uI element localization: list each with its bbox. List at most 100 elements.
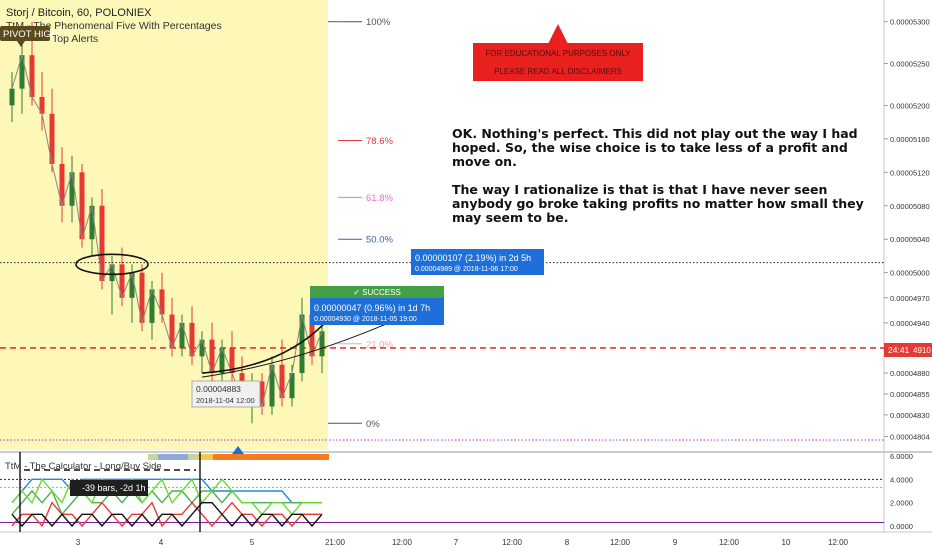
sub-axis-label: 2.0000 bbox=[890, 499, 913, 508]
time-axis-label: 12:00 bbox=[610, 538, 631, 547]
current-price-suffix: 4910 bbox=[913, 346, 931, 355]
fib-label: 100% bbox=[366, 17, 391, 28]
price-axis-label: 0.00005250 bbox=[890, 60, 930, 69]
candle-body bbox=[99, 205, 105, 282]
price-axis-label: 0.00004830 bbox=[890, 411, 930, 420]
sub-axis-label: 6.0000 bbox=[890, 452, 913, 461]
bars-label-box bbox=[70, 480, 148, 496]
price-axis-label: 0.00004855 bbox=[890, 390, 930, 399]
pivot-high-badge bbox=[0, 26, 50, 41]
fib-label: 21.0% bbox=[366, 339, 393, 350]
candle-body bbox=[9, 88, 15, 106]
disclaimer-box bbox=[473, 43, 643, 81]
target-line1: 0.00000107 (2.19%) in 2d 5h bbox=[415, 253, 531, 263]
time-axis-label: 21:00 bbox=[325, 538, 346, 547]
price-axis-label: 0.00005080 bbox=[890, 202, 930, 211]
candle-body bbox=[319, 331, 325, 357]
candle-body bbox=[59, 163, 65, 206]
price-axis-label: 0.00005200 bbox=[890, 101, 930, 110]
sub-panel-title: TtM - The Calculator - Long/Buy Side bbox=[5, 461, 162, 472]
signal-strip bbox=[198, 454, 213, 460]
fib-label: 50.0% bbox=[366, 235, 393, 246]
candle-body bbox=[279, 364, 285, 399]
candle-body bbox=[69, 172, 75, 206]
symbol-title: Storj / Bitcoin, 60, POLONIEX bbox=[6, 7, 152, 19]
candle-body bbox=[119, 264, 125, 298]
hit-line1: 0.00000047 (0.96%) in 1d 7h bbox=[314, 303, 430, 313]
candle-body bbox=[109, 264, 115, 282]
analysis-note: OK. Nothing's perfect. This did not play… bbox=[452, 127, 872, 239]
candle-body bbox=[129, 272, 135, 298]
time-axis-label: 12:00 bbox=[502, 538, 523, 547]
signal-marker bbox=[232, 446, 244, 454]
candle-body bbox=[79, 172, 85, 240]
hit-callout-box bbox=[310, 298, 444, 325]
disclaimer-line2: PLEASE READ ALL DISCLAIMERS bbox=[494, 67, 622, 76]
pivot-high-label: PIVOT HIGH bbox=[3, 29, 58, 40]
hit-line2: 0.00004930 @ 2018-11-05 19:00 bbox=[314, 316, 417, 323]
price-axis-label: 0.00005000 bbox=[890, 269, 930, 278]
current-price-tag bbox=[884, 343, 932, 357]
candle-body bbox=[89, 205, 95, 240]
time-axis-label: 12:00 bbox=[392, 538, 413, 547]
signal-strip bbox=[148, 454, 158, 460]
candle-body bbox=[199, 339, 205, 357]
sub-axis-label: 0.0000 bbox=[890, 522, 913, 531]
sub-axis-label: 4.0000 bbox=[890, 475, 913, 484]
time-axis-label: 5 bbox=[250, 538, 255, 547]
time-axis-label: 10 bbox=[782, 538, 791, 547]
price-axis-label: 0.00004804 bbox=[890, 433, 930, 442]
candle-body bbox=[159, 289, 165, 315]
support-ellipse bbox=[75, 253, 149, 276]
time-axis-label: 12:00 bbox=[828, 538, 849, 547]
top-alerts-title: Top Alerts bbox=[52, 33, 98, 45]
candle-body bbox=[189, 322, 195, 357]
time-axis-label: 9 bbox=[673, 538, 678, 547]
sub-series-line bbox=[11, 478, 322, 504]
candle-body bbox=[209, 339, 215, 374]
time-axis-label: 3 bbox=[76, 538, 81, 547]
success-label: ✓ SUCCESS bbox=[353, 288, 401, 297]
candle-body bbox=[149, 289, 155, 323]
price-axis-label: 0.00005040 bbox=[890, 235, 930, 244]
candle-body bbox=[229, 347, 235, 374]
close-line bbox=[11, 53, 323, 409]
candle-body bbox=[29, 55, 35, 98]
candle-body bbox=[179, 322, 185, 348]
note-paragraph-2: The way I rationalize is that is that I … bbox=[452, 182, 864, 225]
candle-body bbox=[269, 364, 275, 407]
note-paragraph-1: OK. Nothing's perfect. This did not play… bbox=[452, 126, 858, 169]
target-callout-box bbox=[411, 249, 544, 275]
sub-series-line bbox=[11, 501, 323, 528]
price-axis-label: 0.00004880 bbox=[890, 369, 930, 378]
candle-body bbox=[39, 97, 45, 114]
time-axis-label: 12:00 bbox=[719, 538, 740, 547]
price-axis-label: 0.00004970 bbox=[890, 294, 930, 303]
projection-arrow-long bbox=[201, 314, 409, 378]
indicator-title: TtM - The Phenomenal Five With Percentag… bbox=[6, 20, 222, 32]
candle-body bbox=[299, 314, 305, 374]
candle-body bbox=[219, 347, 225, 374]
candle-body bbox=[139, 272, 145, 323]
sub-series-line bbox=[11, 489, 322, 516]
entry-price: 0.00004883 bbox=[196, 384, 241, 394]
projection-arrow bbox=[201, 322, 326, 374]
fib-label: 78.6% bbox=[366, 136, 393, 147]
signal-strip bbox=[158, 454, 188, 460]
price-axis-label: 0.00005160 bbox=[890, 135, 930, 144]
target-line2: 0.00004989 @ 2018-11-06 17:00 bbox=[415, 266, 518, 273]
candle-body bbox=[19, 55, 25, 89]
candle-body bbox=[289, 373, 295, 399]
disclaimer-arrow bbox=[548, 24, 568, 44]
disclaimer-line1: FOR EDUCATIONAL PURPOSES ONLY bbox=[485, 49, 631, 58]
price-axis-label: 0.00005300 bbox=[890, 18, 930, 27]
signal-strip bbox=[213, 454, 329, 460]
entry-date: 2018-11-04 12:00 bbox=[196, 396, 255, 405]
time-axis-label: 8 bbox=[565, 538, 570, 547]
time-axis-label: 4 bbox=[159, 538, 164, 547]
signal-strip bbox=[188, 454, 198, 460]
entry-callout-box bbox=[191, 380, 261, 408]
candle-body bbox=[169, 314, 175, 348]
